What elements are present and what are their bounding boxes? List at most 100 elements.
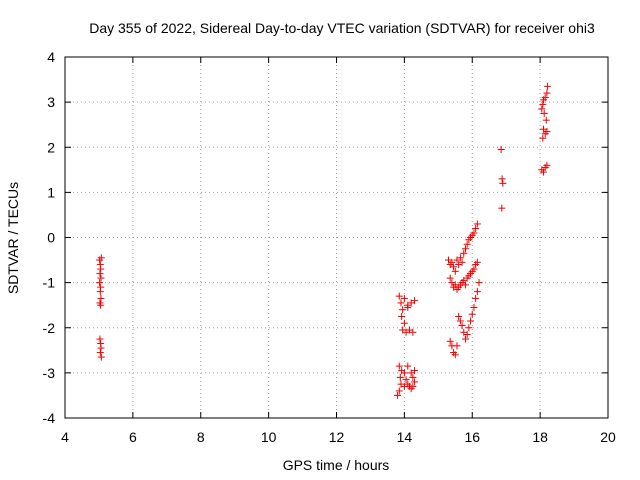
data-point xyxy=(540,109,548,117)
data-point xyxy=(475,279,483,287)
data-point xyxy=(465,324,473,332)
y-tick-label: 0 xyxy=(47,230,55,246)
x-tick-label: 18 xyxy=(532,429,548,445)
data-point xyxy=(400,319,408,327)
y-tick-label: 3 xyxy=(47,94,55,110)
data-point xyxy=(497,146,505,154)
data-point xyxy=(97,274,105,282)
data-point xyxy=(458,258,466,266)
grid-lines xyxy=(65,57,608,418)
y-tick-label: -2 xyxy=(43,320,56,336)
data-point xyxy=(97,301,105,309)
data-point xyxy=(97,265,105,273)
y-tick-label: 1 xyxy=(47,184,55,200)
data-point xyxy=(472,224,480,232)
data-point xyxy=(395,362,403,370)
data-point xyxy=(97,344,105,352)
data-point xyxy=(446,337,454,345)
x-tick-label: 14 xyxy=(397,429,413,445)
data-point xyxy=(473,258,481,266)
data-point xyxy=(409,328,417,336)
data-point xyxy=(96,288,104,296)
data-point xyxy=(456,254,464,262)
data-point xyxy=(468,310,476,318)
data-point xyxy=(400,382,408,390)
data-point xyxy=(451,351,459,359)
data-point xyxy=(450,263,458,271)
data-point xyxy=(541,94,549,102)
y-tick-label: -4 xyxy=(43,410,56,426)
data-point xyxy=(473,220,481,228)
data-point xyxy=(96,349,104,357)
data-point xyxy=(397,299,405,307)
data-point xyxy=(470,265,478,273)
data-point xyxy=(470,229,478,237)
data-point xyxy=(458,321,466,329)
data-point xyxy=(461,335,469,343)
data-point xyxy=(451,267,459,275)
data-point xyxy=(448,258,456,266)
data-point xyxy=(409,382,417,390)
x-tick-label: 6 xyxy=(129,429,137,445)
data-point xyxy=(398,312,406,320)
y-tick-label: -1 xyxy=(43,275,56,291)
data-point xyxy=(453,342,461,350)
x-axis-title: GPS time / hours xyxy=(283,457,390,473)
data-point xyxy=(461,281,469,289)
data-point xyxy=(543,89,551,97)
data-point xyxy=(96,270,104,278)
data-point xyxy=(411,367,419,375)
data-point xyxy=(394,391,402,399)
y-tick-label: 2 xyxy=(47,139,55,155)
data-point xyxy=(460,249,468,257)
data-point xyxy=(395,387,403,395)
data-point xyxy=(97,254,105,262)
data-point xyxy=(97,353,105,361)
data-point xyxy=(399,306,407,314)
data-point xyxy=(543,127,551,135)
data-point xyxy=(538,105,546,113)
plot-frame xyxy=(64,56,609,419)
data-point xyxy=(409,373,417,381)
data-point xyxy=(404,362,412,370)
data-point xyxy=(456,317,464,325)
data-point xyxy=(499,179,507,187)
data-point xyxy=(402,376,410,384)
data-point xyxy=(396,373,404,381)
data-point xyxy=(498,175,506,183)
data-point xyxy=(539,134,547,142)
data-point xyxy=(400,294,408,302)
data-point xyxy=(96,335,104,343)
x-tick-label: 10 xyxy=(261,429,277,445)
data-point xyxy=(461,245,469,253)
data-point xyxy=(473,288,481,296)
y-axis-title: SDTVAR / TECUs xyxy=(5,182,21,294)
x-tick-label: 16 xyxy=(464,429,480,445)
data-point xyxy=(467,317,475,325)
chart-title: Day 355 of 2022, Sidereal Day-to-day VTE… xyxy=(89,20,595,36)
data-point xyxy=(455,312,463,320)
data-point xyxy=(411,378,419,386)
x-tick-label: 4 xyxy=(61,429,69,445)
data-point xyxy=(463,331,471,339)
x-tick-label: 12 xyxy=(329,429,345,445)
data-point xyxy=(96,279,104,287)
data-point xyxy=(463,240,471,248)
y-tick-label: -3 xyxy=(43,365,56,381)
data-point xyxy=(544,82,552,90)
data-point xyxy=(404,303,412,311)
x-tick-label: 8 xyxy=(197,429,205,445)
data-point xyxy=(542,116,550,124)
x-tick-label: 20 xyxy=(600,429,616,445)
y-tick-label: 4 xyxy=(47,49,55,65)
data-point xyxy=(446,274,454,282)
data-point xyxy=(498,204,506,212)
data-point xyxy=(540,168,548,176)
data-point xyxy=(539,100,547,108)
data-point xyxy=(400,369,408,377)
data-point xyxy=(97,294,105,302)
data-point xyxy=(543,161,551,169)
data-point xyxy=(395,292,403,300)
